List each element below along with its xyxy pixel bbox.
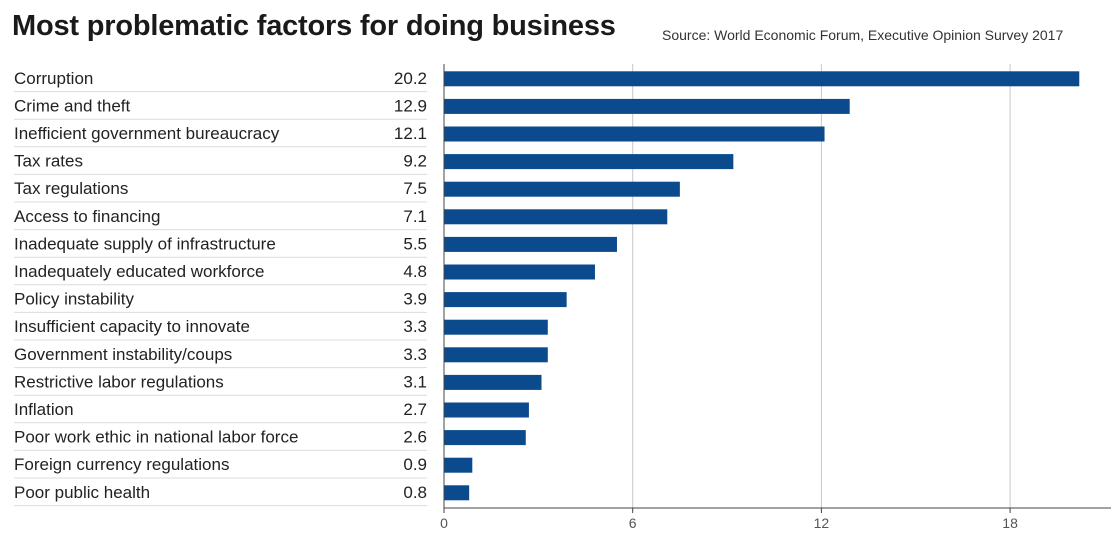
category-label: Inadequately educated workforce (14, 262, 264, 281)
bar (444, 71, 1080, 87)
category-label: Policy instability (14, 290, 134, 309)
x-tick-label: 18 (1002, 515, 1018, 531)
value-label: 7.1 (403, 207, 427, 226)
value-label: 7.5 (403, 179, 427, 198)
category-label: Restrictive labor regulations (14, 372, 224, 391)
value-label: 0.8 (403, 483, 427, 502)
category-label: Corruption (14, 69, 93, 88)
bar (444, 264, 595, 280)
value-label: 12.9 (394, 96, 427, 115)
value-label: 3.3 (403, 317, 427, 336)
category-label: Access to financing (14, 207, 160, 226)
bar (444, 292, 567, 308)
category-label: Poor work ethic in national labor force (14, 428, 298, 447)
bar (444, 181, 680, 197)
category-label: Inadequate supply of infrastructure (14, 234, 276, 253)
category-label: Inefficient government bureaucracy (14, 124, 280, 143)
value-label: 0.9 (403, 455, 427, 474)
x-tick-label: 0 (440, 515, 448, 531)
value-label: 20.2 (394, 69, 427, 88)
value-label: 3.9 (403, 290, 427, 309)
bar (444, 154, 734, 170)
category-label: Crime and theft (14, 96, 130, 115)
value-label: 12.1 (394, 124, 427, 143)
chart-source: Source: World Economic Forum, Executive … (662, 27, 1064, 43)
bar (444, 374, 542, 390)
category-label: Tax regulations (14, 179, 128, 198)
x-tick-label: 12 (814, 515, 830, 531)
category-label: Foreign currency regulations (14, 455, 229, 474)
category-label: Insufficient capacity to innovate (14, 317, 250, 336)
bar (444, 402, 529, 418)
bar (444, 319, 548, 335)
bar (444, 98, 850, 114)
value-label: 2.6 (403, 428, 427, 447)
bar (444, 457, 473, 473)
value-label: 5.5 (403, 234, 427, 253)
value-label: 3.3 (403, 345, 427, 364)
bar (444, 236, 617, 252)
category-label: Tax rates (14, 152, 83, 171)
x-tick-label: 6 (629, 515, 637, 531)
category-label: Inflation (14, 400, 74, 419)
category-label: Poor public health (14, 483, 150, 502)
bar (444, 209, 668, 225)
bar (444, 485, 470, 501)
value-label: 3.1 (403, 372, 427, 391)
value-label: 9.2 (403, 152, 427, 171)
bar (444, 126, 825, 142)
value-label: 4.8 (403, 262, 427, 281)
bar (444, 347, 548, 363)
category-label: Government instability/coups (14, 345, 232, 364)
bar (444, 430, 526, 446)
value-label: 2.7 (403, 400, 427, 419)
chart-title: Most problematic factors for doing busin… (12, 10, 616, 42)
